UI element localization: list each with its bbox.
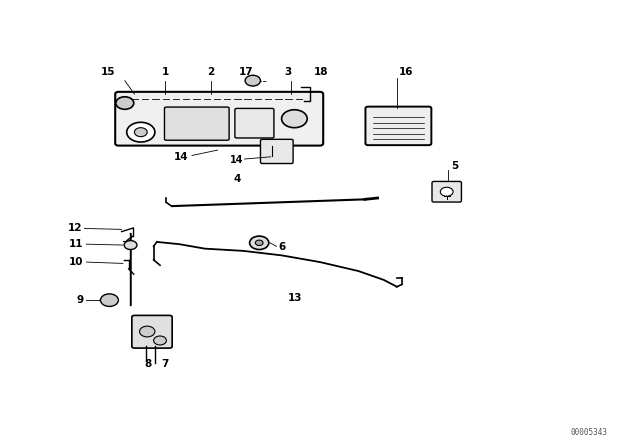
Text: 00005343: 00005343 xyxy=(570,428,607,437)
Text: 11: 11 xyxy=(68,239,83,249)
Circle shape xyxy=(282,110,307,128)
Circle shape xyxy=(127,122,155,142)
Text: 7: 7 xyxy=(161,359,169,369)
Text: 17: 17 xyxy=(239,67,253,77)
Text: 10: 10 xyxy=(68,257,83,267)
Text: 1: 1 xyxy=(161,67,169,77)
Circle shape xyxy=(116,97,134,109)
Text: 14: 14 xyxy=(230,155,243,165)
FancyBboxPatch shape xyxy=(164,107,229,140)
Circle shape xyxy=(154,336,166,345)
Text: 13: 13 xyxy=(288,293,303,303)
FancyBboxPatch shape xyxy=(115,92,323,146)
Circle shape xyxy=(440,187,453,196)
FancyBboxPatch shape xyxy=(432,181,461,202)
FancyBboxPatch shape xyxy=(260,139,293,164)
Text: 2: 2 xyxy=(207,67,215,77)
Text: 9: 9 xyxy=(76,295,83,305)
Text: 8: 8 xyxy=(145,359,152,369)
Circle shape xyxy=(245,75,260,86)
FancyBboxPatch shape xyxy=(132,315,172,348)
Text: 6: 6 xyxy=(278,242,285,252)
Circle shape xyxy=(255,240,263,246)
FancyBboxPatch shape xyxy=(235,108,274,138)
Circle shape xyxy=(100,294,118,306)
Text: 15: 15 xyxy=(100,67,115,77)
Text: 3: 3 xyxy=(284,67,292,77)
FancyBboxPatch shape xyxy=(365,107,431,145)
Circle shape xyxy=(134,128,147,137)
Text: 18: 18 xyxy=(314,67,328,77)
Text: 16: 16 xyxy=(399,67,413,77)
Circle shape xyxy=(124,241,137,250)
Text: 5: 5 xyxy=(451,161,458,171)
Text: 14: 14 xyxy=(174,152,189,162)
Text: 12: 12 xyxy=(67,224,82,233)
Circle shape xyxy=(250,236,269,250)
Text: 4: 4 xyxy=(233,174,241,184)
Circle shape xyxy=(140,326,155,337)
